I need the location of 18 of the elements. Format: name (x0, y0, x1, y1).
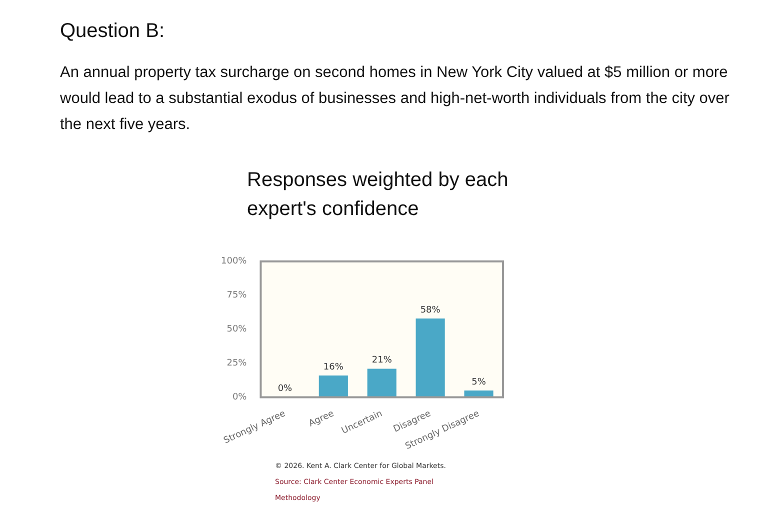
data-label: 0% (278, 384, 293, 394)
data-label: 58% (420, 305, 441, 316)
bar (367, 368, 396, 398)
bar (318, 376, 348, 398)
chart-title: Responses weighted by each expert's confidence (247, 168, 510, 222)
x-tick-label: Agree (307, 408, 336, 430)
text: An annual property tax surcharge on second homes in New York City valued at $5 million or more would lead to a substantial exodus of businesses and high-net-worth individuals from the city over the next five years. (60, 63, 730, 135)
y-tick-label: 75% (226, 290, 248, 301)
bar (464, 390, 494, 398)
y-tick-label: 100% (220, 256, 248, 267)
y-tick-label: 50% (226, 324, 248, 335)
text: Question B: (60, 20, 165, 43)
data-label: 16% (323, 362, 344, 372)
data-label: 21% (372, 356, 392, 366)
bar (416, 318, 445, 398)
y-tick-label: 0% (232, 392, 248, 403)
data-label: 5% (472, 377, 486, 388)
y-tick-label: 25% (226, 358, 248, 369)
